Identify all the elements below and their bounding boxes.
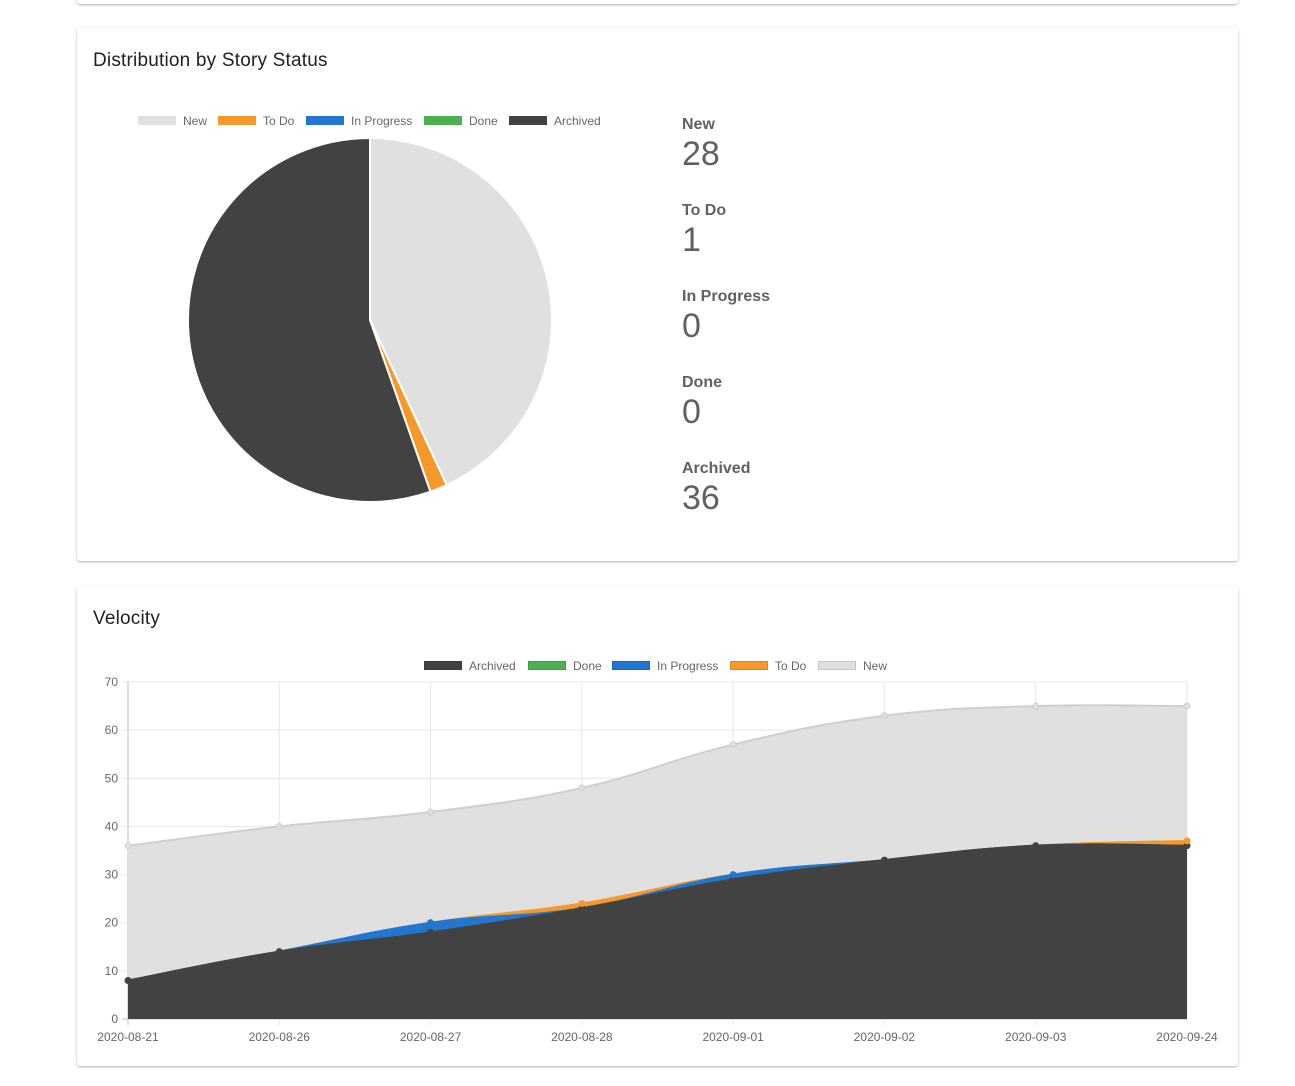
velocity-card: Velocity Archived Done In Progress To Do New… xyxy=(77,586,1238,1066)
legend-label-to-do: To Do xyxy=(775,659,807,673)
legend-label-done: Done xyxy=(573,659,602,673)
x-tick-label: 2020-09-03 xyxy=(1005,1030,1067,1044)
y-tick-label: 20 xyxy=(105,916,119,930)
stat-done: Done 0 xyxy=(682,374,722,431)
x-tick-label: 2020-09-01 xyxy=(702,1030,764,1044)
line-new xyxy=(127,704,1188,847)
distribution-card: Distribution by Story Status New To Do In … xyxy=(77,28,1238,561)
velocity-legend: Archived Done In Progress To Do New xyxy=(77,586,1238,686)
x-tick-label: 2020-08-28 xyxy=(551,1030,613,1044)
point-archived[interactable] xyxy=(275,948,283,956)
y-tick-label: 0 xyxy=(111,1012,118,1026)
legend-label-archived: Archived xyxy=(469,659,516,673)
point-in-progress[interactable] xyxy=(729,871,737,879)
point-new[interactable] xyxy=(427,808,435,816)
stat-archived-value: 36 xyxy=(682,479,720,517)
x-tick-label: 2020-08-21 xyxy=(97,1030,159,1044)
legend-swatch-to-do xyxy=(218,116,256,125)
x-tick-label: 2020-09-02 xyxy=(854,1030,916,1044)
stat-archived: Archived 36 xyxy=(682,460,750,517)
stat-new-label: New xyxy=(682,116,715,133)
legend-swatch-done xyxy=(424,116,462,125)
point-new[interactable] xyxy=(124,842,132,850)
stat-todo: To Do 1 xyxy=(682,202,726,259)
stat-in-progress: In Progress 0 xyxy=(682,288,770,345)
legend-label-in-progress: In Progress xyxy=(351,114,413,128)
pie-chart xyxy=(187,136,553,503)
x-tick-label: 2020-08-26 xyxy=(249,1030,311,1044)
y-tick-label: 10 xyxy=(105,964,119,978)
stat-in-progress-label: In Progress xyxy=(682,288,771,305)
legend-label-new: New xyxy=(183,114,208,128)
stat-done-value: 0 xyxy=(682,393,701,431)
stat-todo-label: To Do xyxy=(682,202,727,219)
y-tick-label: 50 xyxy=(105,771,119,785)
stat-in-progress-value: 0 xyxy=(682,307,701,345)
point-new[interactable] xyxy=(1183,702,1191,710)
point-new[interactable] xyxy=(1032,702,1040,710)
pie-slice-new[interactable] xyxy=(369,136,553,487)
pie-legend: New To Do In Progress Done Archived xyxy=(77,28,677,128)
point-new[interactable] xyxy=(880,712,888,720)
point-to-do[interactable] xyxy=(1183,837,1191,845)
stat-archived-label: Archived xyxy=(682,460,751,477)
legend-label-done: Done xyxy=(469,114,498,128)
distribution-title: Distribution by Story Status xyxy=(93,50,328,71)
legend-swatch-new xyxy=(818,661,856,670)
point-archived[interactable] xyxy=(880,856,888,864)
y-tick-label: 40 xyxy=(105,819,119,833)
legend-swatch-done xyxy=(528,661,566,670)
legend-swatch-new xyxy=(138,116,176,125)
x-tick-label: 2020-08-27 xyxy=(400,1030,462,1044)
stat-new: New 28 xyxy=(682,116,720,173)
legend-swatch-archived xyxy=(424,661,462,670)
velocity-chart: 0 10 20 30 40 50 60 70 2020-08-21 2020-08-26 2020-… xyxy=(97,675,1218,1044)
legend-swatch-in-progress xyxy=(612,661,650,670)
point-new[interactable] xyxy=(729,741,737,749)
legend-swatch-to-do xyxy=(730,661,768,670)
legend-swatch-archived xyxy=(509,116,547,125)
point-archived[interactable] xyxy=(124,976,132,984)
point-new[interactable] xyxy=(275,822,283,830)
stat-new-value: 28 xyxy=(682,135,720,173)
y-tick-label: 30 xyxy=(105,868,119,882)
legend-label-to-do: To Do xyxy=(263,114,295,128)
point-in-progress[interactable] xyxy=(427,919,435,927)
point-archived[interactable] xyxy=(427,928,435,936)
legend-label-new: New xyxy=(863,659,888,673)
stat-todo-value: 1 xyxy=(682,221,701,259)
legend-label-archived: Archived xyxy=(554,114,601,128)
point-archived[interactable] xyxy=(1032,842,1040,850)
legend-label-in-progress: In Progress xyxy=(657,659,719,673)
point-new[interactable] xyxy=(578,784,586,792)
x-tick-label: 2020-09-24 xyxy=(1156,1030,1218,1044)
y-tick-label: 60 xyxy=(105,723,119,737)
stat-done-label: Done xyxy=(682,374,722,391)
line-archived xyxy=(127,843,1188,982)
y-tick-label: 70 xyxy=(105,675,119,689)
pie-slice-archived[interactable] xyxy=(187,136,432,503)
area-archived xyxy=(128,844,1187,1019)
velocity-title: Velocity xyxy=(93,608,161,629)
previous-card xyxy=(77,0,1238,4)
legend-swatch-in-progress xyxy=(306,116,344,125)
point-to-do[interactable] xyxy=(578,899,586,907)
